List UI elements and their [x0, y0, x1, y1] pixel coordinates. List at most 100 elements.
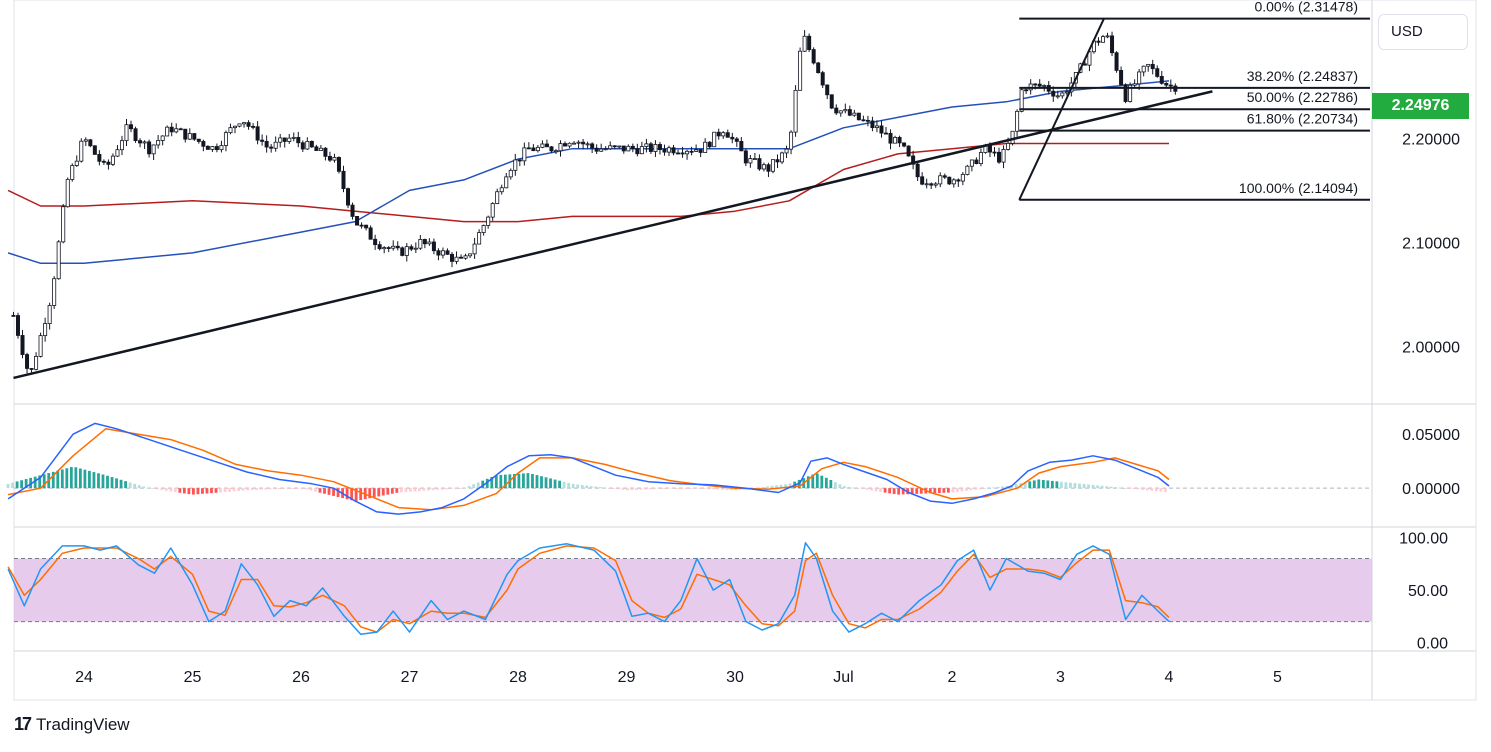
candle-up[interactable] [486, 216, 491, 226]
candle-up[interactable] [748, 158, 753, 164]
candle-up[interactable] [522, 147, 527, 162]
candle-down[interactable] [314, 146, 319, 151]
candle-down[interactable] [581, 141, 586, 145]
candle-down[interactable] [757, 158, 762, 170]
candle-down[interactable] [377, 244, 382, 250]
candle-up[interactable] [924, 183, 929, 186]
candle-up[interactable] [110, 155, 115, 165]
candle-up[interactable] [65, 179, 70, 208]
candle-down[interactable] [300, 142, 305, 150]
candle-up[interactable] [951, 179, 956, 185]
candle-up[interactable] [874, 125, 879, 129]
candle-up[interactable] [490, 203, 495, 218]
candle-up[interactable] [1146, 63, 1151, 67]
candle-up[interactable] [305, 141, 310, 150]
candle-down[interactable] [364, 224, 369, 229]
candle-down[interactable] [807, 35, 812, 51]
candle-up[interactable] [761, 164, 766, 170]
candle-down[interactable] [888, 132, 893, 144]
candle-down[interactable] [956, 179, 961, 182]
candle-down[interactable] [260, 139, 265, 142]
candle-down[interactable] [743, 150, 748, 164]
candle-down[interactable] [531, 147, 536, 152]
candle-up[interactable] [780, 152, 785, 163]
candle-up[interactable] [553, 150, 558, 153]
tradingview-logo[interactable]: 17 TradingView [14, 714, 130, 735]
candle-down[interactable] [346, 188, 351, 206]
candle-up[interactable] [938, 175, 943, 185]
candle-down[interactable] [911, 155, 916, 165]
candle-down[interactable] [1114, 52, 1119, 71]
candle-up[interactable] [603, 148, 608, 151]
candle-down[interactable] [648, 143, 653, 152]
candle-down[interactable] [974, 159, 979, 165]
candle-down[interactable] [309, 141, 314, 148]
candle-down[interactable] [766, 164, 771, 172]
candle-down[interactable] [725, 132, 730, 138]
candle-down[interactable] [106, 161, 111, 165]
candle-down[interactable] [29, 368, 34, 370]
candle-up[interactable] [626, 145, 631, 152]
candle-down[interactable] [730, 136, 735, 140]
candle-down[interactable] [1096, 40, 1101, 43]
candle-down[interactable] [368, 227, 373, 240]
candle-up[interactable] [242, 122, 247, 125]
candle-down[interactable] [856, 112, 861, 121]
price-panel[interactable] [7, 18, 1213, 380]
candle-up[interactable] [585, 143, 590, 146]
candle-down[interactable] [296, 136, 301, 144]
candle-up[interactable] [418, 239, 423, 249]
candle-down[interactable] [88, 139, 93, 147]
candle-up[interactable] [599, 148, 604, 152]
candle-down[interactable] [775, 159, 780, 163]
candle-down[interactable] [97, 154, 102, 162]
candle-up[interactable] [1105, 35, 1110, 38]
candle-up[interactable] [228, 127, 233, 134]
candle-down[interactable] [264, 141, 269, 148]
candle-down[interactable] [897, 136, 902, 144]
candle-down[interactable] [327, 155, 332, 161]
candle-down[interactable] [544, 143, 549, 148]
candle-up[interactable] [34, 355, 39, 370]
candle-down[interactable] [133, 128, 138, 142]
candle-down[interactable] [920, 176, 925, 185]
candle-up[interactable] [223, 132, 228, 146]
candle-up[interactable] [644, 143, 649, 147]
candle-up[interactable] [115, 149, 120, 157]
candle-down[interactable] [431, 241, 436, 252]
candle-up[interactable] [124, 124, 129, 142]
candle-down[interactable] [902, 142, 907, 147]
candle-up[interactable] [142, 141, 147, 144]
candle-down[interactable] [662, 149, 667, 153]
candle-down[interactable] [689, 150, 694, 153]
candle-up[interactable] [156, 140, 161, 146]
candle-down[interactable] [138, 140, 143, 144]
candle-up[interactable] [499, 187, 504, 193]
candle-up[interactable] [965, 165, 970, 175]
candle-up[interactable] [472, 243, 477, 255]
candle-up[interactable] [843, 109, 848, 112]
candle-down[interactable] [422, 239, 427, 245]
candle-up[interactable] [752, 158, 757, 160]
candle-up[interactable] [838, 110, 843, 114]
candle-up[interactable] [210, 146, 215, 150]
candle-down[interactable] [1159, 76, 1164, 84]
candle-down[interactable] [825, 84, 830, 96]
candle-up[interactable] [572, 142, 577, 145]
candle-down[interactable] [834, 107, 839, 114]
candle-down[interactable] [201, 141, 206, 147]
candle-up[interactable] [1001, 149, 1006, 163]
candle-down[interactable] [255, 126, 260, 141]
candle-up[interactable] [639, 146, 644, 155]
candle-up[interactable] [1060, 92, 1065, 97]
candle-up[interactable] [567, 142, 572, 147]
candle-down[interactable] [549, 146, 554, 152]
stochastic-d-line[interactable] [7, 545, 1170, 633]
candle-up[interactable] [440, 250, 445, 256]
candle-down[interactable] [563, 143, 568, 147]
candle-up[interactable] [608, 145, 613, 150]
candle-up[interactable] [1137, 71, 1142, 85]
currency-button[interactable]: USD [1378, 14, 1468, 50]
stochastic-panel[interactable] [7, 542, 1372, 635]
candle-down[interactable] [282, 137, 287, 142]
